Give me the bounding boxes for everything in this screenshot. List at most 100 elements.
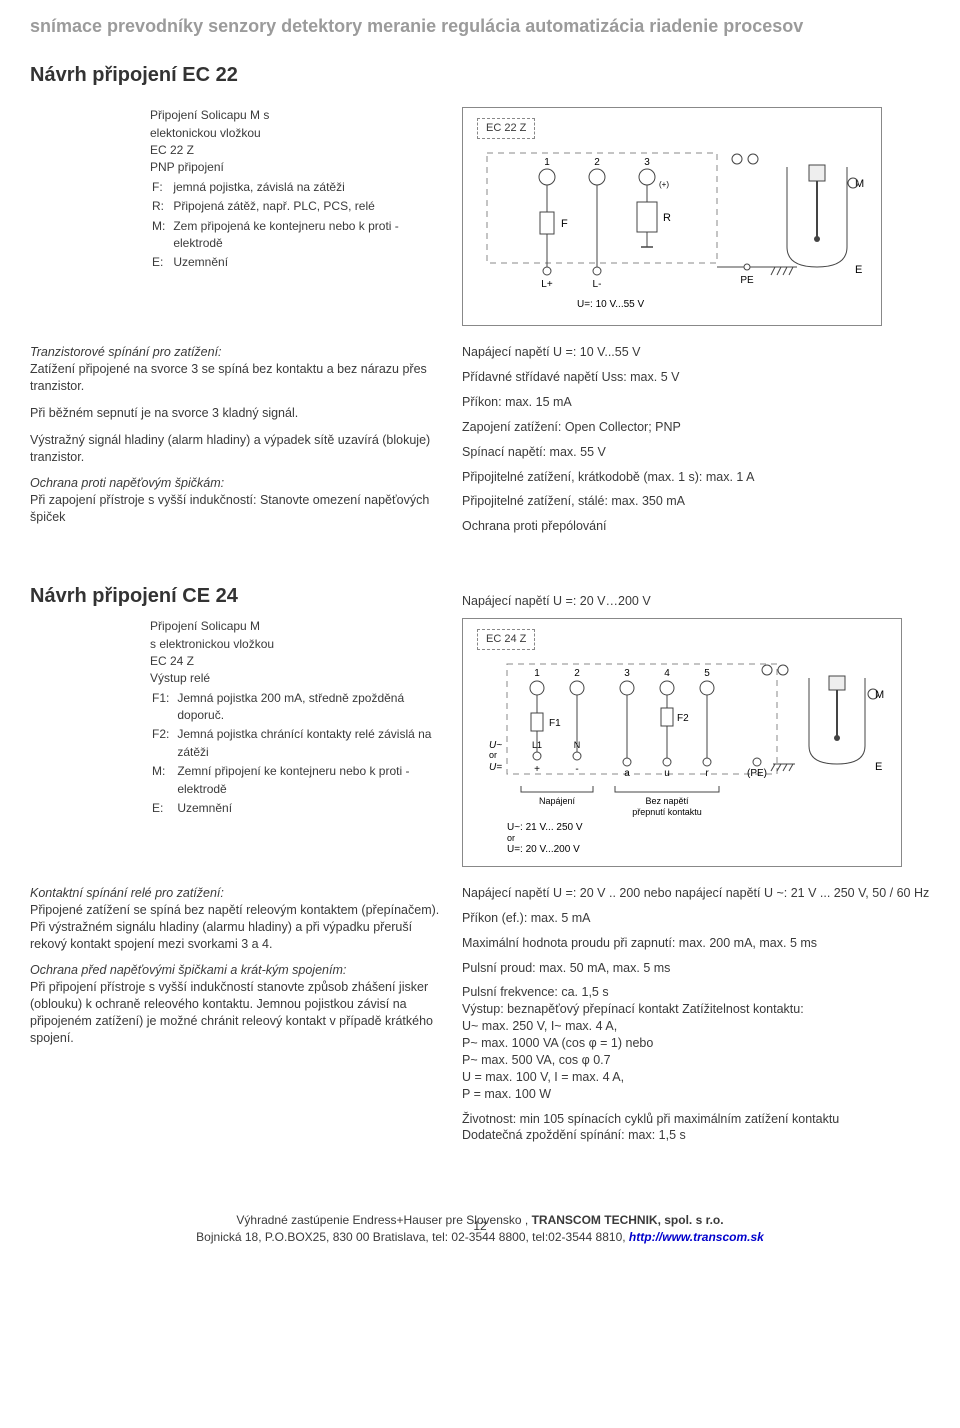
ec22-diagram: EC 22 Z 1 2 3 (+) F [462,107,882,326]
footer-l1b: TRANSCOM TECHNIK, spol. s r.o. [532,1213,724,1227]
plus: + [534,764,540,775]
ec22-body-row: Tranzistorové spínání pro zatížení:Zatíž… [30,344,930,543]
legend-line: s elektronickou vložkou [150,636,442,653]
r: r [705,768,709,779]
ec22-b3: Ochrana proti napěťovým špičkám:Při zapo… [30,475,442,526]
fn2: or [507,833,515,843]
term-1: 1 [544,157,550,168]
E: E [875,761,882,773]
legend-line: EC 24 Z [150,653,442,670]
u: u [664,768,670,779]
ec22-s4: Spínací napětí: max. 55 V [462,444,930,461]
footer: 12 Výhradné zastúpenie Endress+Hauser pr… [30,1212,930,1246]
footer-l2a: Bojnická 18, P.O.BOX25, 830 00 Bratislav… [196,1230,629,1244]
t5: 5 [704,668,710,679]
legend-line: PNP připojení [150,159,442,176]
legend-line: Připojení Solicapu M [150,618,442,635]
footer-link[interactable]: http://www.transcom.sk [629,1230,764,1244]
fn1: U~: 21 V... 250 V [507,822,583,833]
ce24-s3: Pulsní proud: max. 50 mA, max. 5 ms [462,960,930,977]
legend-val: Jemná pojistka 200 mA, středně zpožděná … [177,690,440,725]
legend-key: F: [152,179,171,196]
PE: (PE) [747,768,767,779]
legend-key: E: [152,800,175,817]
ce24-b0: Kontaktní spínání relé pro zatížení:Přip… [30,885,442,953]
top-banner: snímace prevodníky senzory detektory mer… [30,14,930,38]
ec22-b1: Při běžném sepnutí je na svorce 3 kladný… [30,405,442,422]
ce24-diagram: EC 24 Z 1 2 3 4 5 F1 [462,618,902,867]
legend-val: Zemní připojení ke kontejneru nebo k pro… [177,763,440,798]
legend-key: F2: [152,726,175,761]
legend-line: Připojení Solicapu M s [150,107,442,124]
ce24-s0: Napájecí napětí U =: 20 V .. 200 nebo na… [462,885,930,902]
legend-line: elektonickou vložkou [150,125,442,142]
F2-label: F2 [677,713,689,724]
ec22-figure-row: Připojení Solicapu M s elektonickou vlož… [30,107,930,344]
term-2: 2 [594,157,600,168]
diagram-header: EC 24 Z [477,629,535,650]
fn3: U=: 20 V...200 V [507,844,580,855]
ec22-s5: Připojitelné zatížení, krátkodobě (max. … [462,469,930,486]
ce24-s1: Příkon (ef.): max. 5 mA [462,910,930,927]
beznap1: Bez napětí [645,796,689,806]
ec22-s2: Příkon: max. 15 mA [462,394,930,411]
t2: 2 [574,668,580,679]
ec22-s1: Přídavné střídavé napětí Uss: max. 5 V [462,369,930,386]
ce24-svg: 1 2 3 4 5 F1 F2 U~ or U= [477,658,887,858]
F1-label: F1 [549,718,561,729]
PE-label: PE [740,275,754,286]
F-label: F [561,218,568,230]
ce24-s4: Pulsní frekvence: ca. 1,5 s Výstup: bezn… [462,984,930,1102]
beznap2: přepnutí kontaktu [632,807,702,817]
ec22-s0: Napájecí napětí U =: 10 V...55 V [462,344,930,361]
t1: 1 [534,668,540,679]
footer-l1a: Výhradné zastúpenie Endress+Hauser pre S… [236,1213,531,1227]
legend-key: F1: [152,690,175,725]
Lplus: L+ [541,279,553,290]
page-num: 12 [473,1219,486,1233]
legend-val: Připojená zátěž, např. PLC, PCS, relé [173,198,440,215]
ce24-figure-row: Připojení Solicapu M s elektronickou vlo… [30,618,930,885]
E-label: E [855,264,862,276]
N: N [574,740,581,750]
ec22-s7: Ochrana proti přepólování [462,518,930,535]
legend-key: E: [152,254,171,271]
R-label: R [663,212,671,224]
legend-val: Jemná pojistka chránící kontakty relé zá… [177,726,440,761]
ce24-top-spec: Napájecí napětí U =: 20 V…200 V [462,593,930,610]
ec22-legend: Připojení Solicapu M s elektonickou vlož… [150,107,442,274]
Lminus: L- [593,279,602,290]
plus-label: (+) [659,180,669,189]
legend-key: R: [152,198,171,215]
minus: - [575,764,578,775]
legend-val: jemná pojistka, závislá na zátěži [173,179,440,196]
legend-key: M: [152,763,175,798]
or1: or [489,750,497,760]
legend-val: Uzemnění [173,254,440,271]
ce24-legend: Připojení Solicapu M s elektronickou vlo… [150,618,442,819]
ce24-title: Návrh připojení CE 24 [30,583,442,610]
ec22-s3: Zapojení zatížení: Open Collector; PNP [462,419,930,436]
ce24-b1: Ochrana před napěťovými špičkami a krát-… [30,962,442,1046]
diagram-header: EC 22 Z [477,118,535,139]
ec22-b0: Tranzistorové spínání pro zatížení:Zatíž… [30,344,442,395]
term-3: 3 [644,157,650,168]
M: M [875,689,884,701]
legend-val: Zem připojená ke kontejneru nebo k proti… [173,218,440,253]
ec22-b2: Výstražný signál hladiny (alarm hladiny)… [30,432,442,466]
ce24-s5: Životnost: min 105 spínacích cyklů při m… [462,1111,930,1145]
t4: 4 [664,668,670,679]
L1: L1 [532,740,542,750]
legend-line: Výstup relé [150,670,442,687]
legend-key: M: [152,218,171,253]
legend-val: Uzemnění [177,800,440,817]
ec22-diag-foot: U=: 10 V...55 V [577,299,645,310]
ce24-body-row: Kontaktní spínání relé pro zatížení:Přip… [30,885,930,1152]
t3: 3 [624,668,630,679]
a: a [624,768,630,779]
legend-line: EC 22 Z [150,142,442,159]
ec22-s6: Připojitelné zatížení, stálé: max. 350 m… [462,493,930,510]
ec22-svg: 1 2 3 (+) F R L+ L- [477,147,867,317]
napajeni: Napájení [539,796,576,806]
ec22-title: Návrh připojení EC 22 [30,62,930,89]
